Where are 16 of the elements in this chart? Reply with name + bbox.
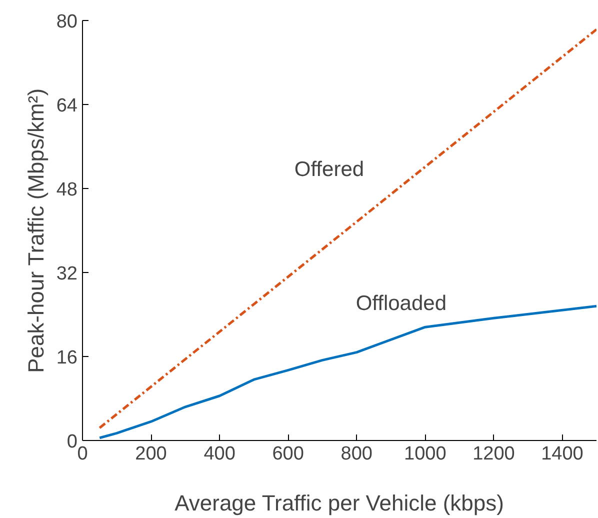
x-tick-label: 800 (340, 444, 372, 464)
x-tick-label: 1200 (472, 444, 515, 464)
y-tick-label: 16 (56, 348, 78, 368)
y-tick-label: 80 (56, 12, 78, 32)
y-tick-label: 32 (56, 264, 78, 284)
y-tick-label: 48 (56, 180, 78, 200)
x-axis-title: Average Traffic per Vehicle (kbps) (174, 490, 504, 516)
series-label: Offered (294, 158, 364, 181)
x-tick-label: 1400 (541, 444, 584, 464)
x-tick-label: 1000 (404, 444, 446, 464)
x-tick-label: 400 (204, 444, 236, 464)
x-tick-label: 600 (272, 444, 304, 464)
series-label: Offloaded (356, 292, 447, 315)
y-axis-title: Peak-hour Traffic (Mbps/km²) (23, 88, 48, 373)
x-tick-label: 200 (135, 444, 167, 464)
y-tick-label: 64 (56, 96, 78, 116)
